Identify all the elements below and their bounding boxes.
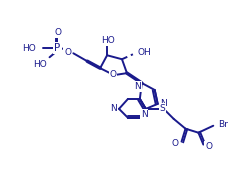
Text: P: P [54, 43, 61, 53]
Text: O: O [205, 142, 212, 151]
Text: O: O [172, 139, 179, 148]
Text: O: O [64, 48, 71, 57]
Text: HO: HO [33, 60, 47, 69]
Text: S: S [160, 104, 166, 113]
Text: N: N [160, 99, 167, 108]
Text: N: N [141, 110, 148, 119]
Text: HO: HO [22, 44, 36, 53]
Text: OH: OH [138, 48, 152, 57]
Text: HO: HO [101, 36, 115, 45]
Text: Br: Br [218, 120, 228, 129]
Text: N: N [110, 104, 117, 113]
Text: O: O [55, 28, 62, 37]
Text: N: N [134, 82, 141, 91]
Text: O: O [109, 70, 117, 79]
